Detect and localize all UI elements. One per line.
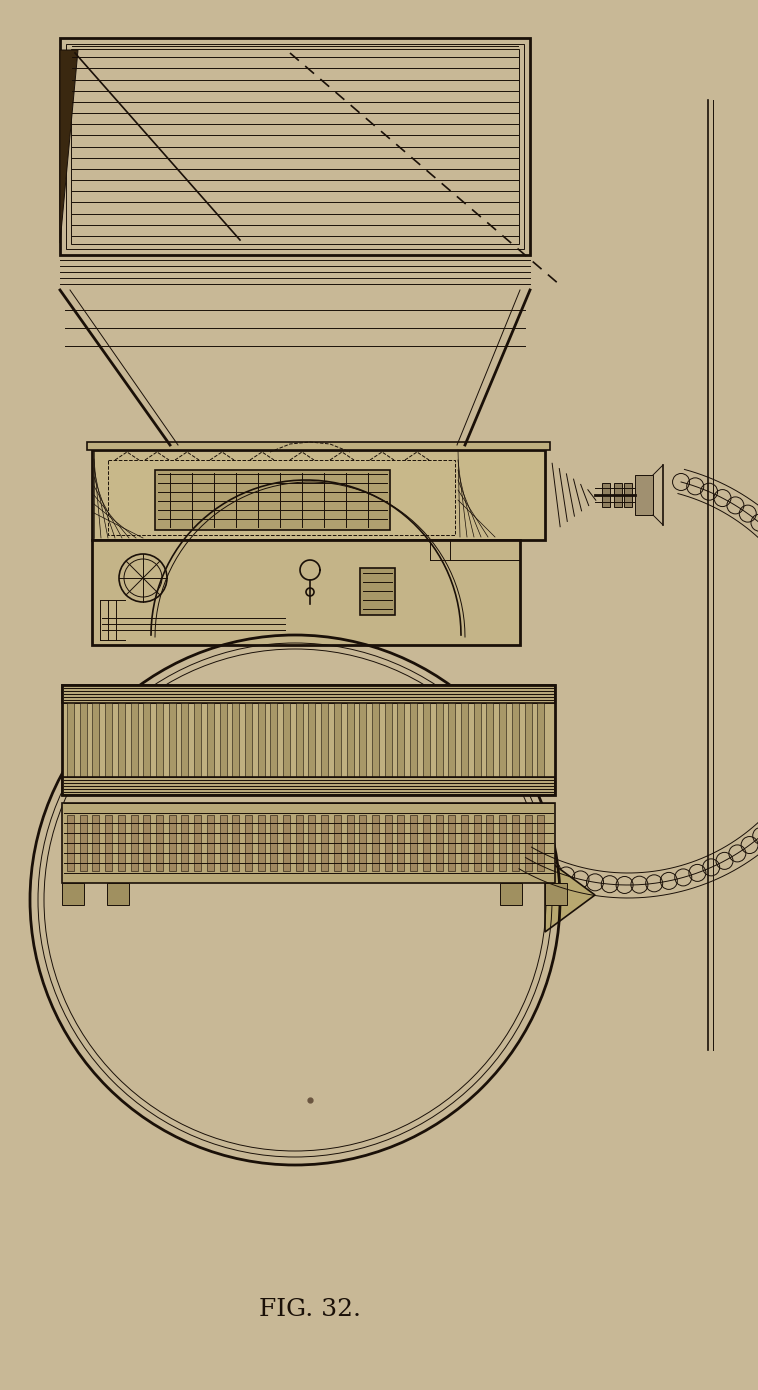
Polygon shape — [245, 703, 252, 777]
Polygon shape — [181, 815, 189, 872]
Polygon shape — [156, 815, 163, 872]
Polygon shape — [87, 442, 550, 450]
Polygon shape — [372, 703, 379, 777]
Polygon shape — [207, 815, 214, 872]
Polygon shape — [169, 815, 176, 872]
Polygon shape — [232, 815, 240, 872]
Polygon shape — [92, 539, 520, 645]
Polygon shape — [130, 815, 137, 872]
Polygon shape — [436, 815, 443, 872]
Polygon shape — [105, 703, 112, 777]
Polygon shape — [474, 703, 481, 777]
Polygon shape — [130, 703, 137, 777]
Polygon shape — [474, 815, 481, 872]
Polygon shape — [220, 815, 227, 872]
Polygon shape — [62, 703, 555, 777]
Polygon shape — [80, 703, 86, 777]
Polygon shape — [117, 703, 125, 777]
Polygon shape — [80, 815, 86, 872]
Text: FIG. 32.: FIG. 32. — [259, 1298, 361, 1322]
Polygon shape — [525, 815, 531, 872]
Polygon shape — [62, 685, 555, 703]
Polygon shape — [334, 703, 341, 777]
Polygon shape — [117, 815, 125, 872]
Polygon shape — [487, 703, 493, 777]
Polygon shape — [321, 703, 328, 777]
Polygon shape — [60, 50, 78, 243]
Polygon shape — [67, 815, 74, 872]
Polygon shape — [461, 703, 468, 777]
Polygon shape — [635, 475, 653, 516]
Polygon shape — [448, 703, 456, 777]
Polygon shape — [360, 569, 395, 614]
Polygon shape — [537, 815, 544, 872]
Polygon shape — [60, 38, 530, 254]
Polygon shape — [194, 815, 201, 872]
Polygon shape — [359, 703, 366, 777]
Polygon shape — [525, 703, 531, 777]
Polygon shape — [92, 703, 99, 777]
Polygon shape — [207, 703, 214, 777]
Polygon shape — [271, 703, 277, 777]
Polygon shape — [423, 703, 430, 777]
Polygon shape — [512, 703, 519, 777]
Polygon shape — [624, 482, 632, 507]
Polygon shape — [321, 815, 328, 872]
Polygon shape — [67, 703, 74, 777]
Polygon shape — [155, 470, 390, 530]
Polygon shape — [107, 883, 129, 905]
Polygon shape — [436, 703, 443, 777]
Polygon shape — [105, 815, 112, 872]
Polygon shape — [487, 815, 493, 872]
Polygon shape — [410, 703, 417, 777]
Polygon shape — [92, 815, 99, 872]
Polygon shape — [397, 703, 405, 777]
Polygon shape — [62, 803, 555, 883]
Polygon shape — [545, 858, 595, 933]
Polygon shape — [397, 815, 405, 872]
Polygon shape — [602, 482, 610, 507]
Polygon shape — [512, 815, 519, 872]
Polygon shape — [385, 703, 392, 777]
Polygon shape — [194, 703, 201, 777]
Polygon shape — [296, 815, 302, 872]
Polygon shape — [258, 703, 265, 777]
Polygon shape — [245, 815, 252, 872]
Polygon shape — [296, 703, 302, 777]
Polygon shape — [461, 815, 468, 872]
Polygon shape — [537, 703, 544, 777]
Polygon shape — [62, 883, 84, 905]
Polygon shape — [283, 703, 290, 777]
Polygon shape — [181, 703, 189, 777]
Polygon shape — [385, 815, 392, 872]
Polygon shape — [410, 815, 417, 872]
Polygon shape — [346, 703, 354, 777]
Polygon shape — [500, 815, 506, 872]
Polygon shape — [271, 815, 277, 872]
Polygon shape — [169, 703, 176, 777]
Polygon shape — [232, 703, 240, 777]
Polygon shape — [500, 703, 506, 777]
Polygon shape — [334, 815, 341, 872]
Polygon shape — [92, 450, 545, 539]
Polygon shape — [220, 703, 227, 777]
Polygon shape — [448, 815, 456, 872]
Polygon shape — [359, 815, 366, 872]
Polygon shape — [283, 815, 290, 872]
Polygon shape — [545, 883, 567, 905]
Polygon shape — [346, 815, 354, 872]
Polygon shape — [309, 815, 315, 872]
Polygon shape — [143, 703, 150, 777]
Polygon shape — [614, 482, 622, 507]
Polygon shape — [156, 703, 163, 777]
Polygon shape — [143, 815, 150, 872]
Polygon shape — [500, 883, 522, 905]
Polygon shape — [309, 703, 315, 777]
Polygon shape — [62, 777, 555, 795]
Polygon shape — [423, 815, 430, 872]
Polygon shape — [258, 815, 265, 872]
Polygon shape — [372, 815, 379, 872]
